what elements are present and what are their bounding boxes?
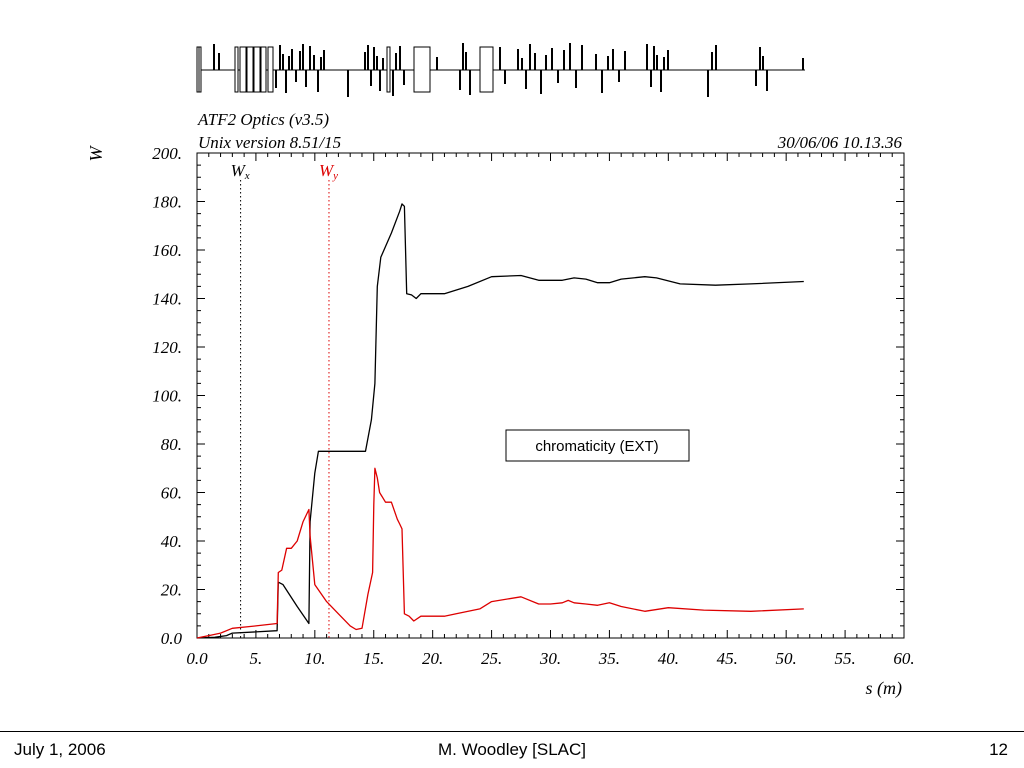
x-tick-label: 40. bbox=[658, 649, 679, 668]
x-tick-label: 55. bbox=[834, 649, 855, 668]
beamline-magnet-box bbox=[253, 46, 261, 93]
x-tick-label: 20. bbox=[422, 649, 443, 668]
footer-page-number: 12 bbox=[989, 740, 1008, 759]
beamline-magnet-box bbox=[246, 46, 254, 93]
x-tick-label: 10. bbox=[304, 649, 325, 668]
y-tick-label: 80. bbox=[161, 435, 182, 454]
series-line-wx bbox=[196, 203, 804, 639]
beamline-magnet-box bbox=[198, 46, 202, 93]
y-tick-label: 120. bbox=[152, 338, 182, 357]
y-tick-label: 180. bbox=[152, 193, 182, 212]
y-tick-label: 200. bbox=[152, 144, 182, 163]
beamline-magnet-box bbox=[267, 46, 274, 93]
x-tick-label: 50. bbox=[776, 649, 797, 668]
x-tick-label: 35. bbox=[598, 649, 620, 668]
chart-timestamp: 30/06/06 10.13.36 bbox=[777, 133, 903, 152]
axis-ticks bbox=[196, 152, 905, 639]
footer-divider bbox=[0, 731, 1024, 732]
x-tick-label: 30. bbox=[539, 649, 561, 668]
x-tick-label: 15. bbox=[363, 649, 384, 668]
annotation-box: chromaticity (EXT) bbox=[505, 429, 690, 462]
annotation-frame bbox=[505, 429, 690, 462]
y-tick-label: 160. bbox=[152, 241, 182, 260]
beamline-magnet-box bbox=[234, 46, 239, 93]
series-line-wy bbox=[196, 467, 804, 639]
beamline-magnet-box bbox=[413, 46, 431, 93]
chart-subtitle: Unix version 8.51/15 bbox=[198, 133, 341, 152]
beamline-magnet-box bbox=[479, 46, 494, 93]
footer-author: M. Woodley [SLAC] bbox=[437, 740, 587, 759]
y-tick-label: 100. bbox=[152, 387, 182, 406]
beamline-magnet-box bbox=[386, 46, 391, 93]
series-label-wx: Wx bbox=[231, 161, 250, 182]
x-tick-label: 5. bbox=[250, 649, 263, 668]
beamline-magnet-box bbox=[239, 46, 247, 93]
y-axis-label: W bbox=[86, 145, 106, 162]
beamline-layout bbox=[196, 43, 805, 97]
x-tick-label: 60. bbox=[893, 649, 914, 668]
y-tick-labels: 0.0 20. 40. 60. 80. 100. 120. 140. 160. 180. 200. bbox=[152, 144, 182, 648]
chart-title: ATF2 Optics (v3.5) bbox=[197, 110, 329, 129]
y-tick-label: 40. bbox=[161, 532, 182, 551]
plot-frame bbox=[196, 152, 905, 639]
series-markers: Wx Wy bbox=[231, 161, 338, 638]
x-tick-labels: 0.0 5. 10. 15. 20. 25. 30. 35. 40. 45. 50. 55. 60. bbox=[186, 649, 914, 668]
annotation-text: chromaticity (EXT) bbox=[535, 438, 658, 455]
x-tick-label: 25. bbox=[481, 649, 502, 668]
y-tick-label: 20. bbox=[161, 581, 182, 600]
y-tick-label: 0.0 bbox=[161, 629, 183, 648]
series-label-wy: Wy bbox=[319, 161, 338, 182]
y-tick-label: 140. bbox=[152, 290, 182, 309]
x-tick-label: 0.0 bbox=[186, 649, 208, 668]
series-lines bbox=[196, 203, 804, 639]
beamline-magnet-box bbox=[260, 46, 267, 93]
footer-date: July 1, 2006 bbox=[14, 740, 106, 759]
x-tick-label: 45. bbox=[717, 649, 738, 668]
x-axis-label: s (m) bbox=[866, 678, 903, 699]
y-tick-label: 60. bbox=[161, 484, 182, 503]
